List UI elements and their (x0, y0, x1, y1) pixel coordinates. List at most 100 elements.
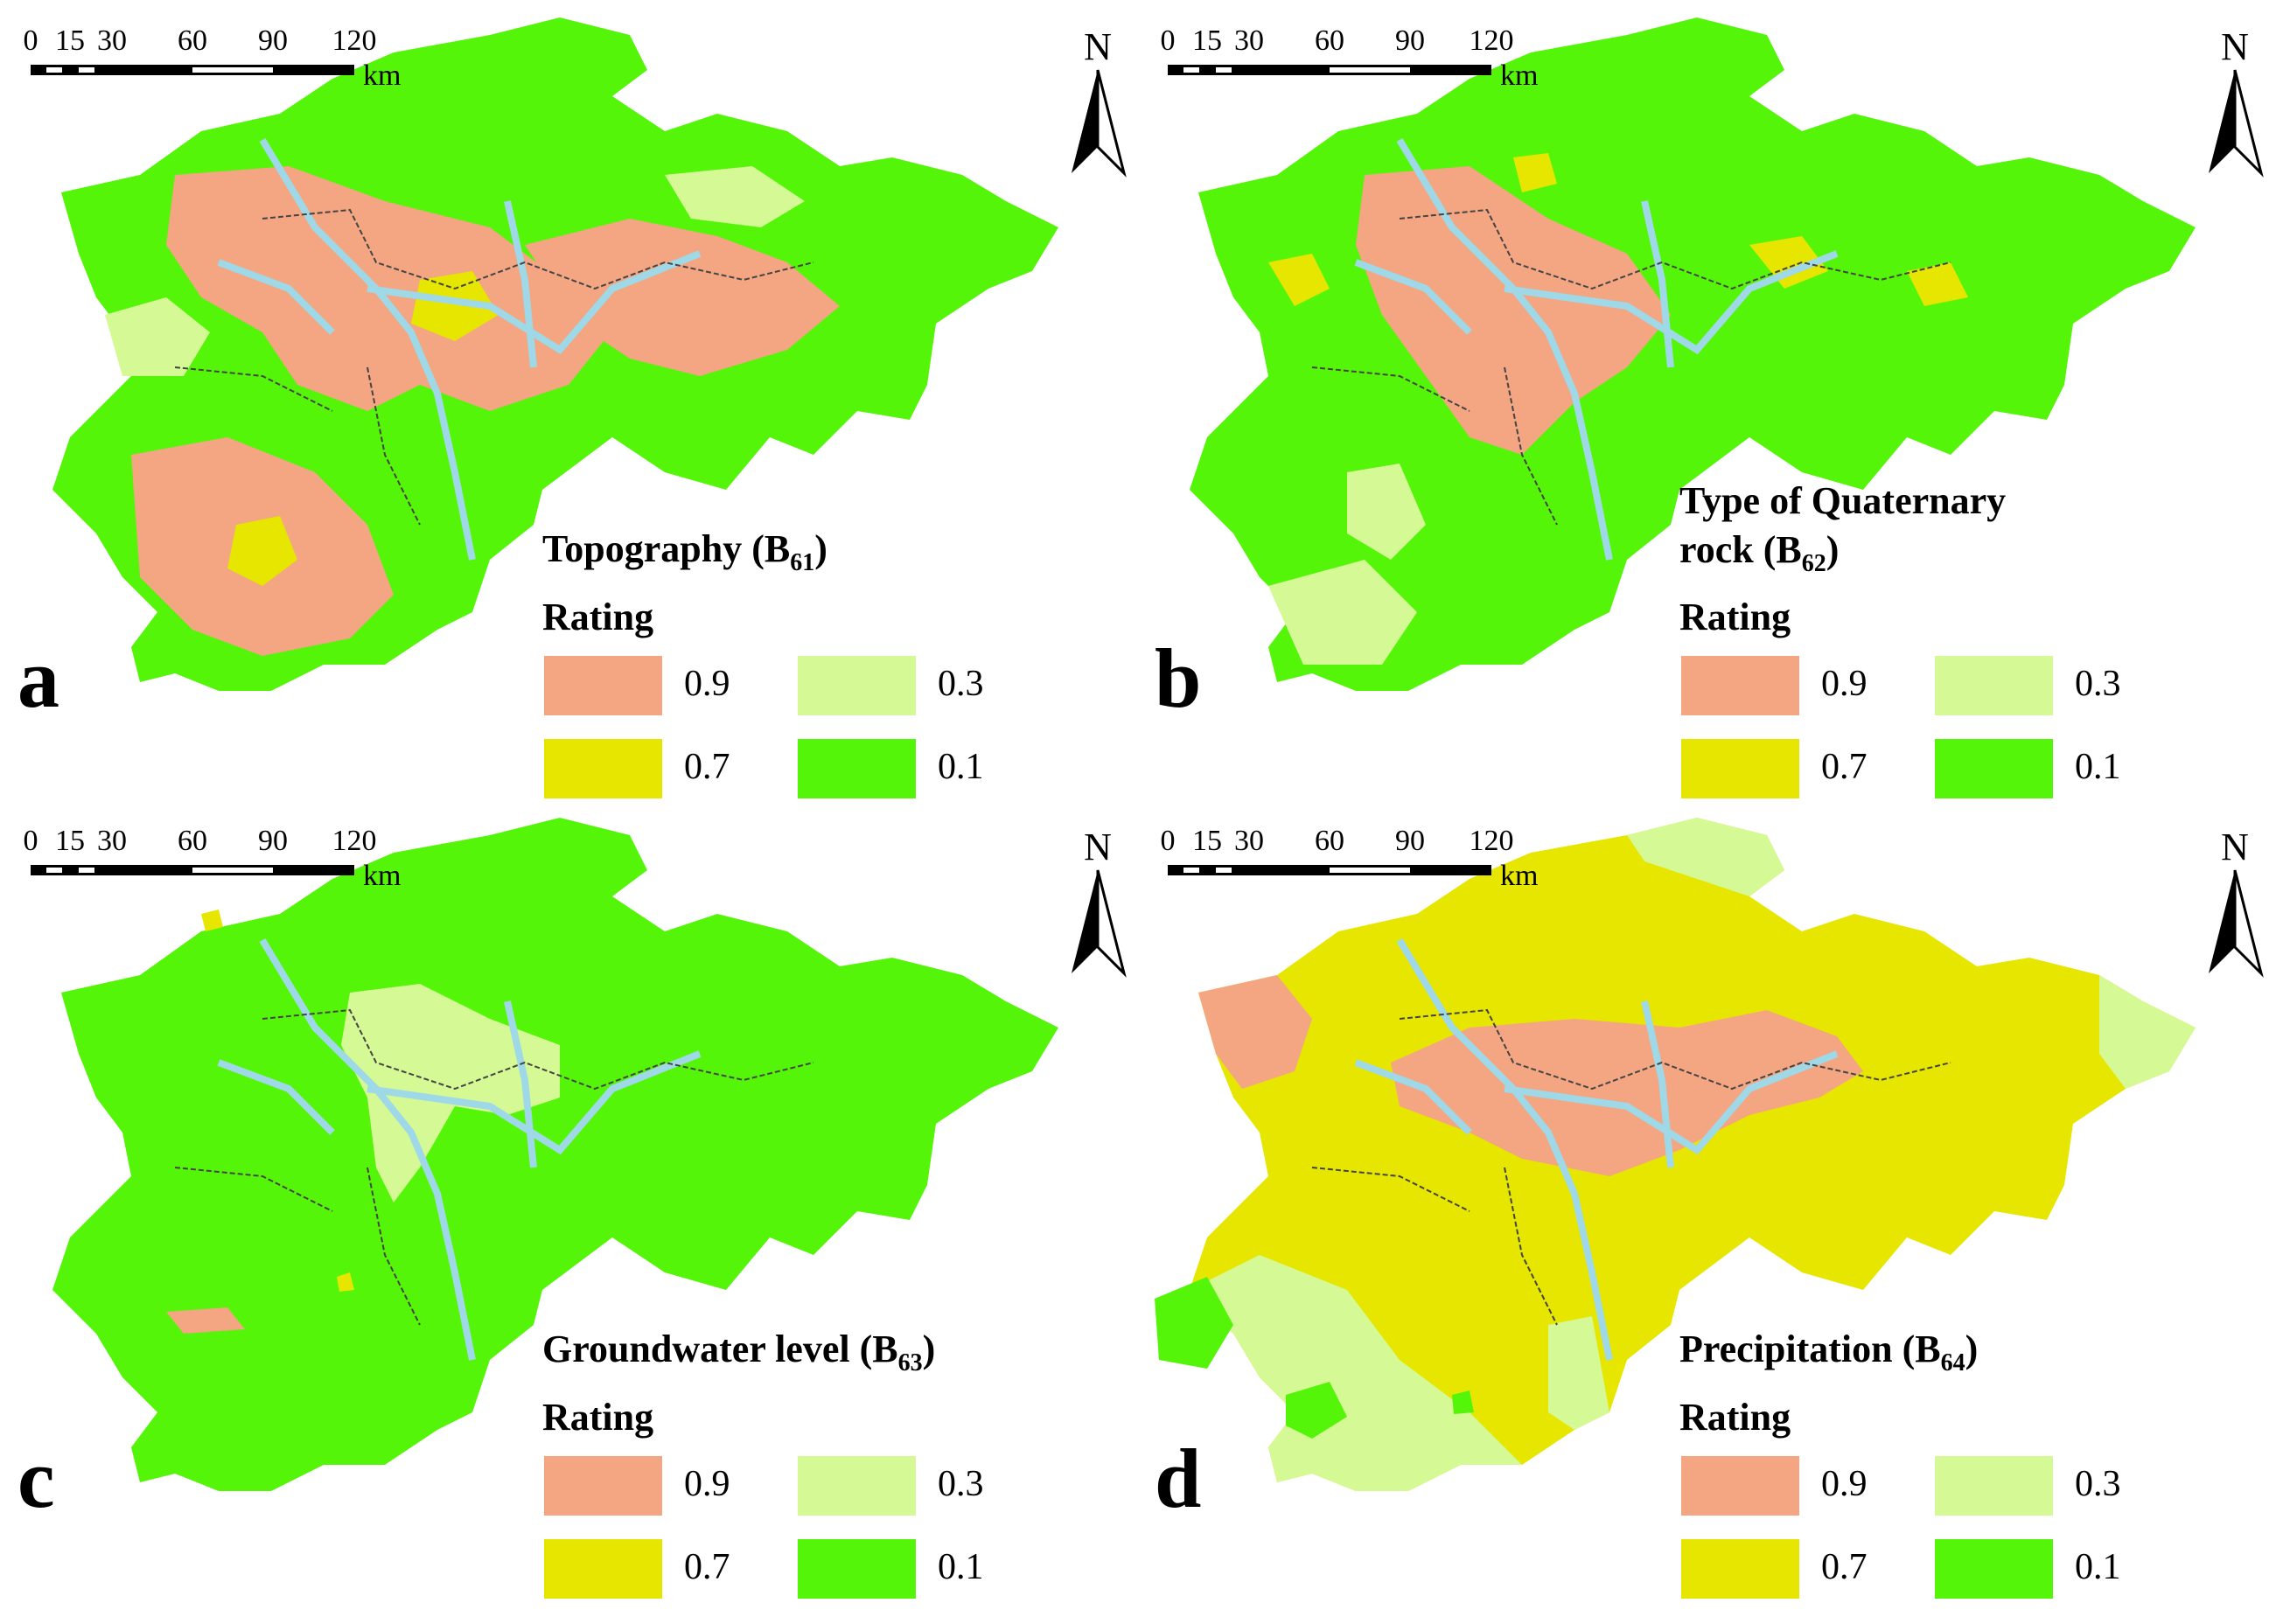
scale-tick: 15 (1192, 24, 1222, 57)
scale-tick: 0 (23, 825, 38, 857)
river (1354, 137, 1839, 561)
region-patch-1 (341, 984, 560, 1202)
legend-swatch-0-3 (798, 1456, 916, 1516)
legend: Precipitation (B64) Rating 0.9 0.3 0.7 0… (1679, 1325, 2274, 1600)
region-patch-9 (1452, 1391, 1474, 1414)
panel-letter: d (1155, 1432, 1202, 1525)
region-patch-7 (1155, 1277, 1233, 1369)
district-boundary (1311, 208, 1951, 526)
north-label: N (1084, 826, 1112, 868)
panel-letter: a (17, 631, 59, 725)
legend-value: 0.7 (1821, 747, 1868, 787)
region-patch-5 (665, 166, 805, 227)
region-patch-2 (2099, 975, 2196, 1089)
region-patch-5 (1391, 1010, 1863, 1176)
region-patch-1 (1356, 166, 1671, 455)
legend-swatch-0-1 (798, 1539, 916, 1599)
north-arrow-icon (1072, 69, 1127, 178)
scale-tick: 15 (1192, 825, 1222, 857)
region-patch-6 (1198, 975, 1312, 1089)
legend-value: 0.9 (1821, 1464, 1868, 1504)
region-base (1190, 818, 2196, 1491)
scale-bar: 0 15 30 60 90 120 km (23, 825, 420, 892)
north-arrow: N (1063, 24, 1133, 182)
scale-tick: 60 (178, 24, 207, 57)
region-patch-6 (1513, 153, 1557, 192)
district-boundary (174, 1008, 814, 1326)
legend: Topography (B61) Rating 0.9 0.3 0.7 0.1 (542, 525, 1137, 800)
north-arrow: N (2200, 24, 2270, 182)
scale-tick: 30 (1234, 24, 1264, 57)
legend-swatch-0-3 (1935, 656, 2053, 715)
district-boundary (174, 208, 814, 526)
district-boundary (1311, 1008, 1951, 1326)
scale-bar: 0 15 30 60 90 120 km (1161, 24, 1557, 92)
legend-swatch-0-1 (798, 739, 916, 798)
region-patch-1 (1627, 818, 1784, 896)
north-label: N (2221, 826, 2249, 868)
scale-bar: 0 15 30 60 90 120 km (23, 24, 420, 92)
legend-swatch-0-1 (1935, 1539, 2053, 1599)
legend-value: 0.7 (1821, 1547, 1868, 1587)
legend-value: 0.9 (1821, 664, 1868, 704)
scale-tick: 90 (258, 24, 288, 57)
north-arrow: N (2200, 825, 2270, 982)
legend-swatch-0-7 (1681, 1539, 1799, 1599)
scale-unit: km (1500, 59, 1539, 92)
panel-letter: b (1155, 631, 1202, 725)
scale-tick: 30 (97, 825, 127, 857)
scale-tick: 120 (332, 24, 377, 57)
region-patch-7 (227, 516, 297, 586)
region-patch-4 (337, 1272, 354, 1292)
region-patch-8 (1286, 1382, 1347, 1439)
legend-swatch-0-3 (1935, 1456, 2053, 1516)
legend-rating-label: Rating (542, 1396, 654, 1439)
legend-swatch-0-1 (1935, 739, 2053, 798)
region-base (52, 818, 1058, 1491)
scale-tick: 120 (1469, 24, 1514, 57)
scale-unit: km (1500, 860, 1539, 892)
river (217, 137, 702, 561)
scale-unit: km (363, 860, 401, 892)
region-patch-4 (1268, 254, 1330, 306)
scale-tick: 0 (1160, 825, 1176, 857)
region-patch-3 (1190, 1255, 1522, 1491)
north-arrow-icon (2209, 69, 2264, 178)
legend: Groundwater level (B63) Rating 0.9 0.3 0… (542, 1325, 1137, 1600)
river (217, 937, 702, 1361)
legend-rating-label: Rating (1679, 596, 1791, 638)
north-arrow-icon (1072, 869, 1127, 978)
legend-value: 0.3 (938, 1464, 984, 1504)
legend-swatch-0-9 (544, 1456, 662, 1516)
legend-swatch-0-7 (1681, 739, 1799, 798)
scale-tick: 60 (178, 825, 207, 857)
scale-tick: 120 (332, 825, 377, 857)
scale-tick: 120 (1469, 825, 1514, 857)
map-precipitation (1155, 818, 2196, 1491)
legend-swatch-0-7 (544, 739, 662, 798)
north-label: N (2221, 25, 2249, 68)
region-patch-2 (525, 219, 840, 376)
north-arrow: N (1063, 825, 1133, 982)
scale-tick: 30 (1234, 825, 1264, 857)
region-patch-3 (1347, 464, 1426, 560)
legend-value: 0.7 (684, 1547, 730, 1587)
legend-swatch-0-9 (1681, 656, 1799, 715)
legend-value: 0.1 (938, 1547, 984, 1587)
legend-title: Topography (B61) (542, 527, 827, 576)
map-panel-d: 0 15 30 60 90 120 km N Precipitation (B6… (1137, 800, 2274, 1600)
legend-rating-label: Rating (542, 596, 654, 638)
map-groundwater-level (52, 818, 1058, 1491)
scale-tick: 0 (23, 24, 38, 57)
legend-swatch-0-9 (1681, 1456, 1799, 1516)
scale-tick: 90 (1395, 24, 1425, 57)
region-patch-3 (201, 910, 223, 931)
legend-value: 0.1 (2075, 1547, 2121, 1587)
region-patch-2 (166, 1307, 245, 1334)
scale-tick: 30 (97, 24, 127, 57)
scale-bar: 0 15 30 60 90 120 km (1160, 825, 1557, 892)
north-label: N (1084, 25, 1112, 68)
scale-tick: 60 (1315, 825, 1344, 857)
region-patch-6 (411, 271, 499, 341)
legend-value: 0.9 (684, 664, 730, 704)
